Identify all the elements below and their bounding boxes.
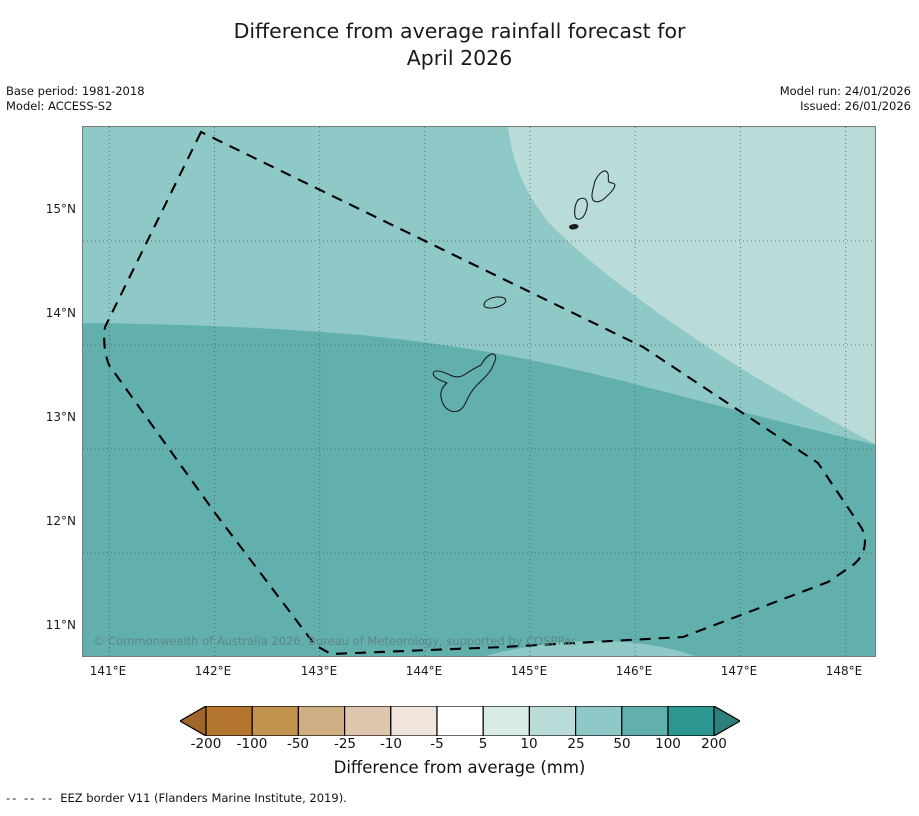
contour-band-5-10 [508,127,875,444]
colorbar-tick-50: 50 [613,736,631,752]
colorbar-band-8 [575,706,623,736]
map-axes[interactable]: © Commonwealth of Australia 2026, Bureau… [82,126,876,657]
xtick-label-142E: 142°E [194,664,232,678]
xtick-label-141E: 141°E [89,664,127,678]
ytick-label-14N: 14°N [45,306,76,320]
page-title: Difference from average rainfall forecas… [233,19,686,70]
xtick-label-143E: 143°E [300,664,338,678]
island-saipan [591,170,616,203]
map-svg [83,127,875,656]
colorbar-band-3 [344,706,392,736]
colorbar-tick-5: 5 [478,736,488,752]
island-aguijan [569,223,579,230]
colorbar-tick--25: -25 [333,736,357,752]
map-gridlines [83,127,875,656]
ytick-label-13N: 13°N [45,410,76,424]
island-tinian [574,197,588,220]
colorbar-band-5 [436,706,484,736]
colorbar-tick--5: -5 [430,736,444,752]
colorbar-band-9 [621,706,669,736]
colorbar-band-4 [390,706,438,736]
xtick-label-147E: 147°E [720,664,758,678]
colorbar-tick-200: 200 [701,736,727,752]
colorbar-tick--50: -50 [286,736,310,752]
colorbar-tick--200: -200 [190,736,222,752]
footer-legend: -- -- -- EEZ border V11 (Flanders Marine… [6,791,347,805]
colorbar-band-10 [667,706,715,736]
eez-border-line [103,130,867,656]
island-outlines [432,170,616,413]
colorbar-tick-25: 25 [567,736,585,752]
colorbar-tick-10: 10 [520,736,538,752]
xtick-label-144E: 144°E [405,664,443,678]
colorbar-under-arrow [180,706,207,736]
colorbar-band-7 [528,706,577,736]
header-meta-left: Base period: 1981-2018 Model: ACCESS-S2 [6,84,145,114]
base-period-text: Base period: 1981-2018 [6,84,145,98]
contour-band-25-50 [83,323,875,656]
colorbar-tick--100: -100 [236,736,268,752]
xtick-label-148E: 148°E [825,664,863,678]
colorbar[interactable] [180,706,740,736]
model-text: Model: ACCESS-S2 [6,99,113,113]
eez-dash-sample: -- -- -- [6,791,55,805]
ytick-label-12N: 12°N [45,514,76,528]
colorbar-bands [180,706,740,736]
colorbar-band-1 [251,706,299,736]
model-run-text: Model run: 24/01/2026 [779,84,911,98]
footer-text: EEZ border V11 (Flanders Marine Institut… [60,791,347,805]
ytick-label-15N: 15°N [45,202,76,216]
colorbar-title: Difference from average (mm) [333,758,586,777]
colorbar-band-6 [482,706,531,736]
xtick-label-146E: 146°E [615,664,653,678]
header-meta-right: Model run: 24/01/2026 Issued: 26/01/2026 [780,84,911,114]
ytick-label-11N: 11°N [45,618,76,632]
colorbar-over-arrow [713,706,740,736]
island-guam [432,353,497,413]
xtick-label-145E: 145°E [510,664,548,678]
colorbar-tick--10: -10 [379,736,403,752]
colorbar-band-2 [297,706,346,736]
colorbar-band-0 [205,706,253,736]
contour-patch-bottom [485,640,696,656]
colorbar-tick-100: 100 [655,736,681,752]
colorbar-region: -200 -100 -50 -25 -10 -5 5 10 25 50 100 … [0,700,919,777]
issued-text: Issued: 26/01/2026 [800,99,911,113]
island-rota [483,296,507,309]
